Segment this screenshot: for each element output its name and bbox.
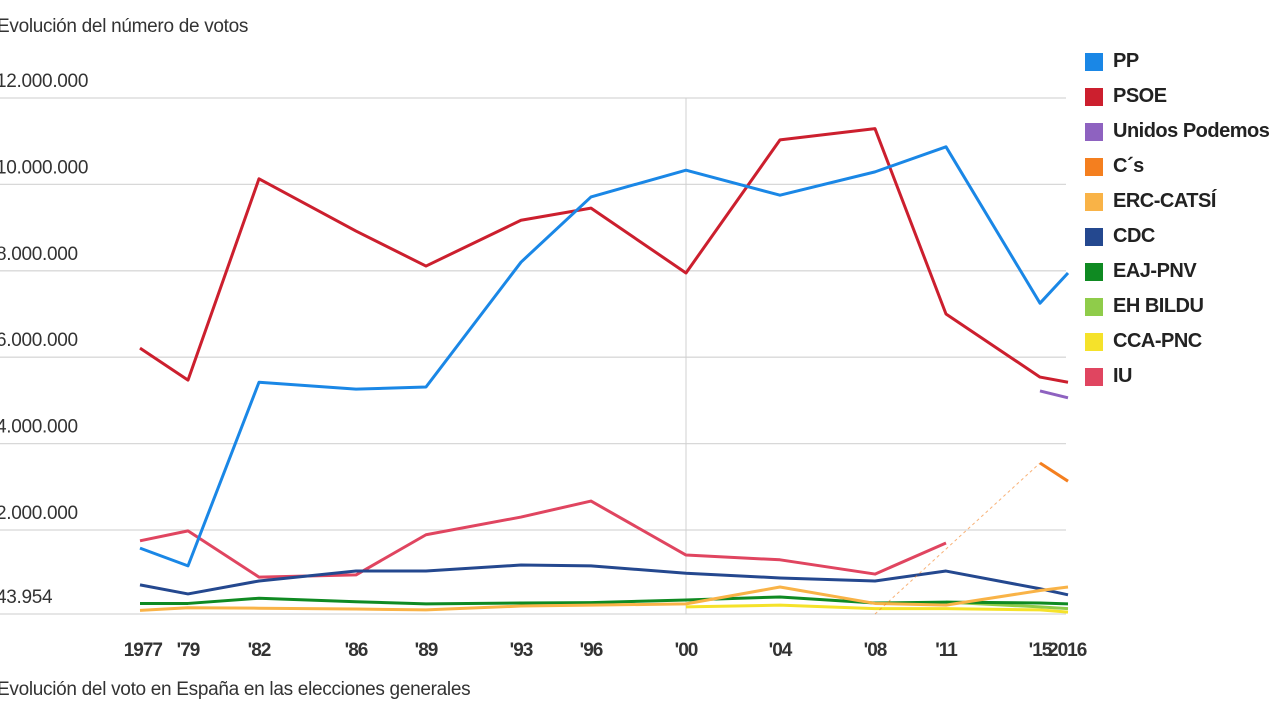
x-tick-label: '86: [345, 640, 368, 661]
series-gap-C´s: [874, 462, 1041, 615]
legend-swatch: [1085, 157, 1103, 176]
y-tick-label: 6.000.000: [0, 330, 78, 351]
legend-item: ERC-CATSÍ: [1085, 184, 1269, 219]
x-tick-label: '04: [769, 640, 793, 661]
legend-label: Unidos Podemos: [1113, 120, 1270, 142]
legend-swatch: [1085, 367, 1103, 386]
x-tick-label: '93: [510, 640, 533, 661]
legend-swatch: [1085, 52, 1103, 71]
legend-label: EH BILDU: [1113, 295, 1204, 317]
series-line-cca-pnc: [685, 603, 1069, 614]
legend-label: CDC: [1113, 225, 1155, 247]
y-tick-label: 12.000.000: [0, 71, 88, 92]
legend-label: C´s: [1113, 155, 1144, 177]
x-tick-label: '89: [415, 640, 438, 661]
x-tick-label: 2016: [1048, 640, 1087, 661]
y-tick-label: 10.000.000: [0, 157, 88, 178]
y-tick-label: 2.000.000: [0, 503, 78, 524]
legend-label: CCA-PNC: [1113, 330, 1202, 352]
legend-label: EAJ-PNV: [1113, 260, 1197, 282]
legend-label: PSOE: [1113, 85, 1167, 107]
x-tick-label: '08: [864, 640, 887, 661]
x-tick-label: '11: [935, 640, 958, 661]
legend-swatch: [1085, 332, 1103, 351]
y-tick-label: 8.000.000: [0, 244, 78, 265]
series-line-cdc: [139, 563, 1069, 597]
chart-title: Evolución del número de votos: [0, 16, 249, 37]
legend-item: CDC: [1085, 219, 1269, 254]
series-line-eaj-pnv: [140, 595, 1069, 606]
chart-caption: Evolución del voto en España en las elec…: [0, 679, 471, 700]
legend-item: C´s: [1085, 149, 1269, 184]
legend-label: PP: [1113, 50, 1139, 72]
legend-label: IU: [1113, 365, 1133, 387]
x-tick-label: '79: [177, 640, 200, 661]
legend-swatch: [1085, 297, 1103, 316]
x-tick-label: '82: [248, 640, 271, 661]
y-tick-label: 4.000.000: [0, 417, 78, 438]
series-line-pp: [139, 145, 1070, 568]
legend-item: EH BILDU: [1085, 289, 1269, 324]
x-tick-label: '00: [675, 640, 698, 661]
legend-swatch: [1085, 87, 1103, 106]
series-line-unidos-podemos: [1039, 389, 1069, 400]
legend-swatch: [1085, 227, 1103, 246]
x-tick-label: '15: [1029, 640, 1053, 661]
legend-swatch: [1085, 192, 1103, 211]
legend-item: IU: [1085, 359, 1269, 394]
x-tick-label: '96: [580, 640, 603, 661]
legend-item: PSOE: [1085, 79, 1269, 114]
legend-item: PP: [1085, 44, 1269, 79]
legend-item: EAJ-PNV: [1085, 254, 1269, 289]
x-tick-label: 1977: [124, 640, 163, 661]
series-line-psoe: [139, 127, 1069, 384]
series-line-c-s: [1039, 461, 1069, 483]
legend: PP PSOE Unidos Podemos C´s ERC-CATSÍ CDC EAJ-P…: [1085, 44, 1270, 394]
legend-item: CCA-PNC: [1085, 324, 1269, 359]
legend-item: Unidos Podemos: [1085, 114, 1270, 149]
legend-swatch: [1085, 122, 1103, 141]
legend-swatch: [1085, 262, 1103, 281]
legend-label: ERC-CATSÍ: [1113, 190, 1216, 212]
y-tick-label: 43.954: [0, 587, 53, 608]
